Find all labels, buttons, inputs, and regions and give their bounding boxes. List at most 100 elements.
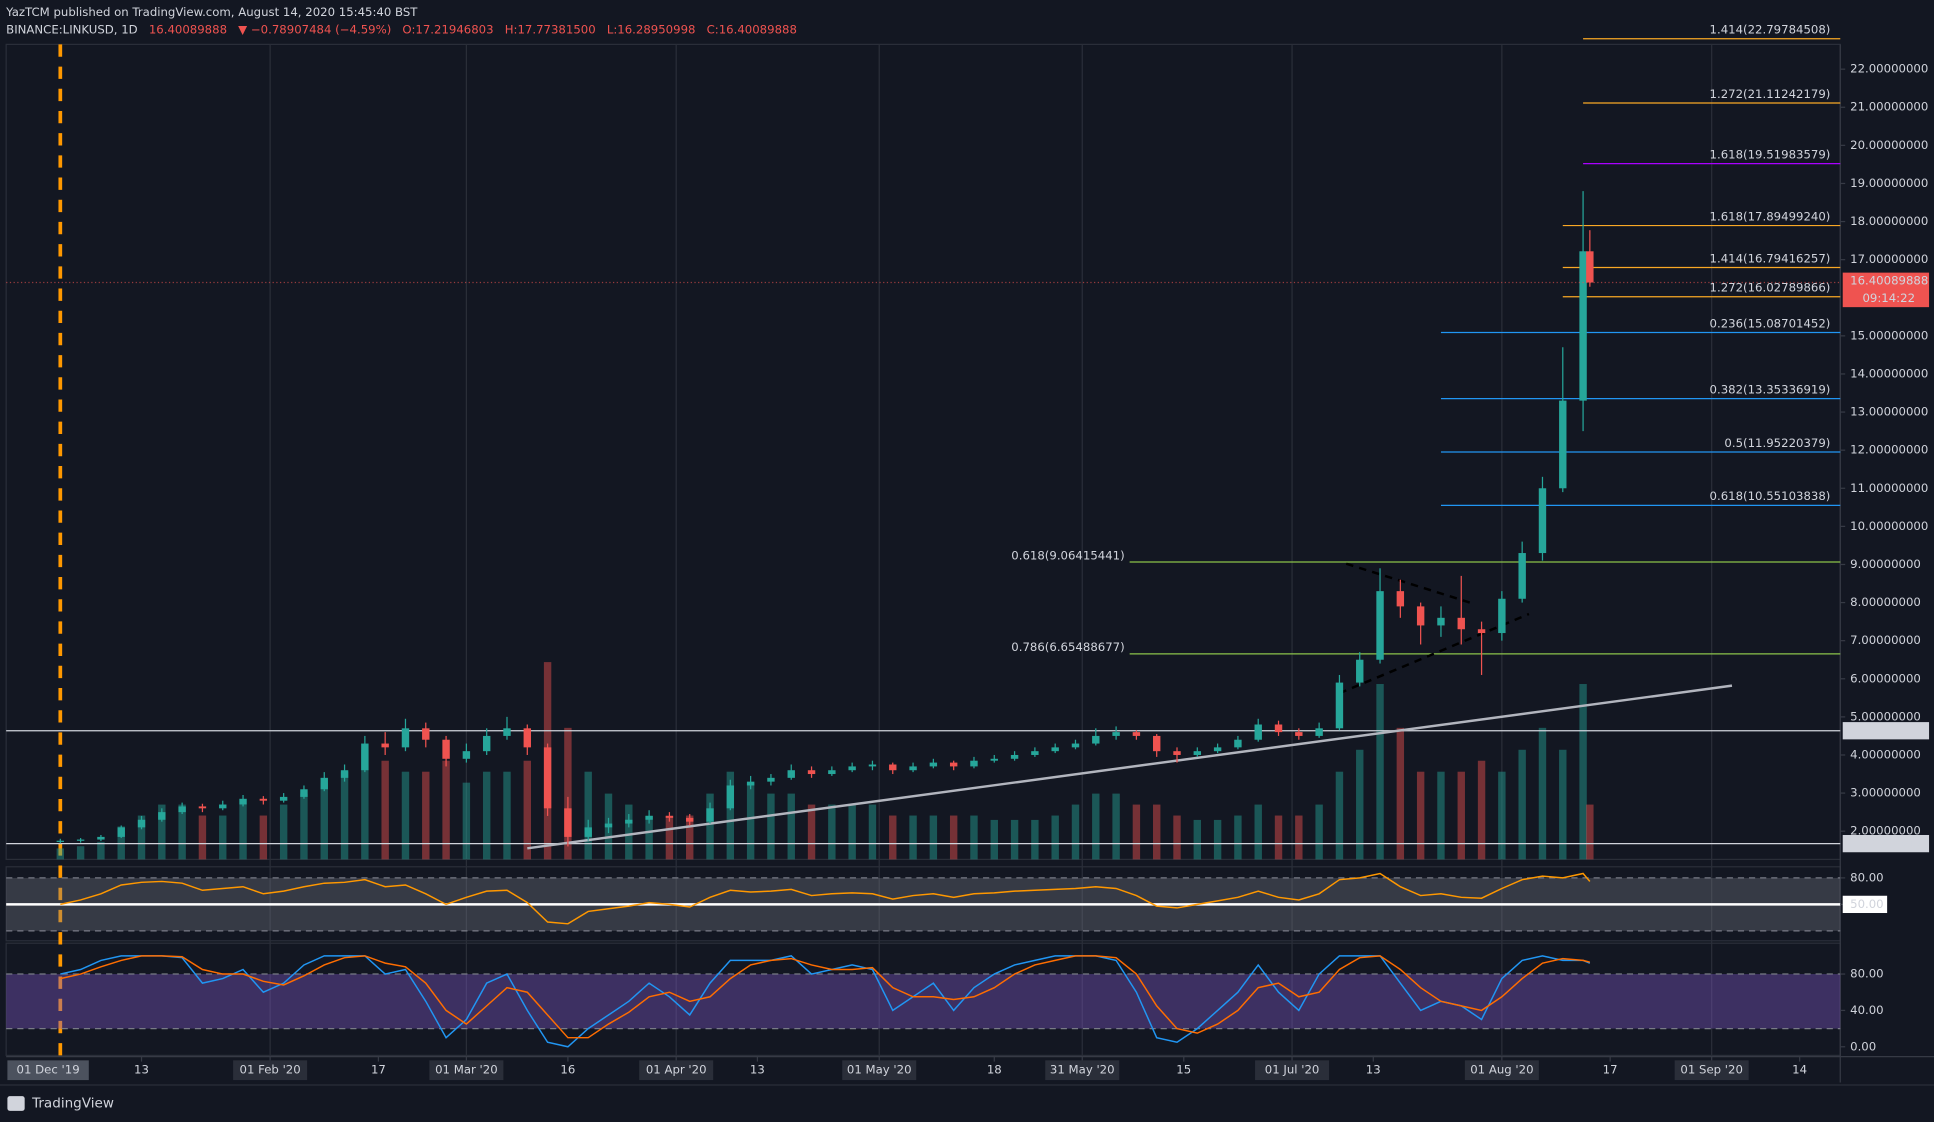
candle-body (462, 751, 471, 759)
candle-body (56, 840, 65, 842)
candle-body (259, 798, 268, 801)
candle-body (482, 735, 491, 752)
volume-bar (462, 782, 471, 860)
x-tick-box (1674, 1060, 1749, 1081)
volume-bar (259, 815, 268, 860)
candle-body (706, 808, 714, 822)
volume-bar (1132, 804, 1141, 860)
candle-body (1579, 251, 1587, 401)
volume-bar (625, 804, 633, 860)
candle-body (686, 817, 694, 822)
volume-bar (239, 804, 247, 860)
y-tick-label: 40.00 (1850, 1003, 1884, 1017)
low: L:16.28950998 (607, 22, 696, 36)
volume-bar (1173, 815, 1181, 860)
candle-body (1234, 739, 1242, 748)
y-tick-label: 10.00000000 (1850, 519, 1928, 533)
volume-bar (990, 819, 998, 860)
volume-bar (361, 749, 369, 860)
x-tick-label: 17 (1603, 1063, 1618, 1077)
candle-body (1193, 751, 1202, 755)
candle-body (1051, 747, 1059, 752)
line-label-box (1842, 834, 1930, 853)
candle-body (1295, 732, 1303, 736)
fib-label: 1.272(16.02789866) (1710, 281, 1831, 295)
x-tick-label: 16 (560, 1063, 575, 1077)
candle-body (1092, 735, 1100, 744)
candle-body (422, 728, 430, 740)
y-tick-label: 8.00000000 (1850, 595, 1921, 609)
y-tick-label: 80.00 (1850, 870, 1884, 884)
volume-bar (1193, 819, 1202, 860)
volume-bar (1274, 815, 1283, 860)
volume-bar (1153, 804, 1161, 860)
candle-body (1437, 617, 1445, 626)
candle-body (1254, 724, 1262, 740)
x-tick-label: 13 (134, 1063, 149, 1077)
y-tick-label: 14.00000000 (1850, 366, 1928, 380)
volume-bar (1518, 749, 1526, 860)
line-label-box (1842, 722, 1930, 740)
candle-body (178, 806, 186, 813)
fib-label: 1.618(17.89499240) (1710, 209, 1831, 223)
candle-body (767, 777, 775, 782)
y-tick-label: 6.00000000 (1850, 671, 1921, 685)
countdown: 09:14:22 (1862, 291, 1915, 305)
x-tick-label: 14 (1792, 1063, 1807, 1077)
y-tick-label: 0.00 (1850, 1039, 1876, 1053)
y-tick-label: 9.00000000 (1850, 557, 1921, 571)
line-label: 1.67351543 (1850, 836, 1921, 850)
cursor-label: 01 Dec '19 (17, 1063, 80, 1077)
volume-bar (665, 815, 674, 860)
volume-bar (929, 815, 938, 860)
price: 16.40089888 (149, 22, 227, 36)
volume-bar (828, 804, 836, 860)
candle-body (1315, 728, 1323, 736)
candle-body (1457, 617, 1465, 630)
candle-body (1031, 751, 1039, 755)
x-tick-box (429, 1060, 504, 1081)
candle-body (1396, 591, 1405, 607)
fib-label: 1.618(19.51983579) (1710, 148, 1831, 162)
candle-body (279, 796, 288, 801)
candle-body (1132, 732, 1141, 736)
x-tick-box (233, 1060, 308, 1081)
volume-bar (1335, 771, 1344, 860)
band (6, 974, 1841, 1029)
volume-bar (1254, 804, 1262, 860)
fib-label: 1.272(21.11242179) (1710, 87, 1831, 101)
trendline (1345, 562, 1476, 606)
volume-bar (686, 815, 694, 860)
candle-body (1153, 735, 1161, 752)
candle-body (726, 785, 735, 809)
volume-bar (1498, 771, 1506, 860)
cursor-box (7, 1060, 89, 1081)
y-tick-label: 19.00000000 (1850, 176, 1928, 190)
volume-bar (706, 793, 714, 860)
volume-bar (137, 815, 146, 860)
volume-bar (482, 771, 491, 860)
trendline (527, 684, 1733, 850)
fib-label: 1.414(22.79784508) (1710, 23, 1831, 37)
volume-bar (970, 815, 978, 860)
x-tick-label: 15 (1176, 1063, 1191, 1077)
candle-body (1586, 251, 1594, 283)
candle-body (1071, 743, 1080, 748)
volume-bar (889, 815, 897, 860)
volume-bar (523, 760, 531, 860)
volume-bar (848, 804, 856, 860)
x-tick-label: 01 Apr '20 (646, 1063, 707, 1077)
candle-body (158, 812, 166, 820)
x-tick-label: 01 May '20 (847, 1063, 912, 1077)
x-tick-label: 01 Sep '20 (1680, 1063, 1743, 1077)
fib-label: 0.786(6.65488677) (1011, 640, 1124, 654)
candle-body (1498, 598, 1506, 634)
volume-bar (1071, 804, 1080, 860)
y-tick-label: 21.00000000 (1850, 100, 1928, 114)
x-tick-label: 13 (750, 1063, 765, 1077)
volume-bar (767, 793, 775, 860)
volume-bar (219, 815, 227, 860)
volume-bar (949, 815, 958, 860)
